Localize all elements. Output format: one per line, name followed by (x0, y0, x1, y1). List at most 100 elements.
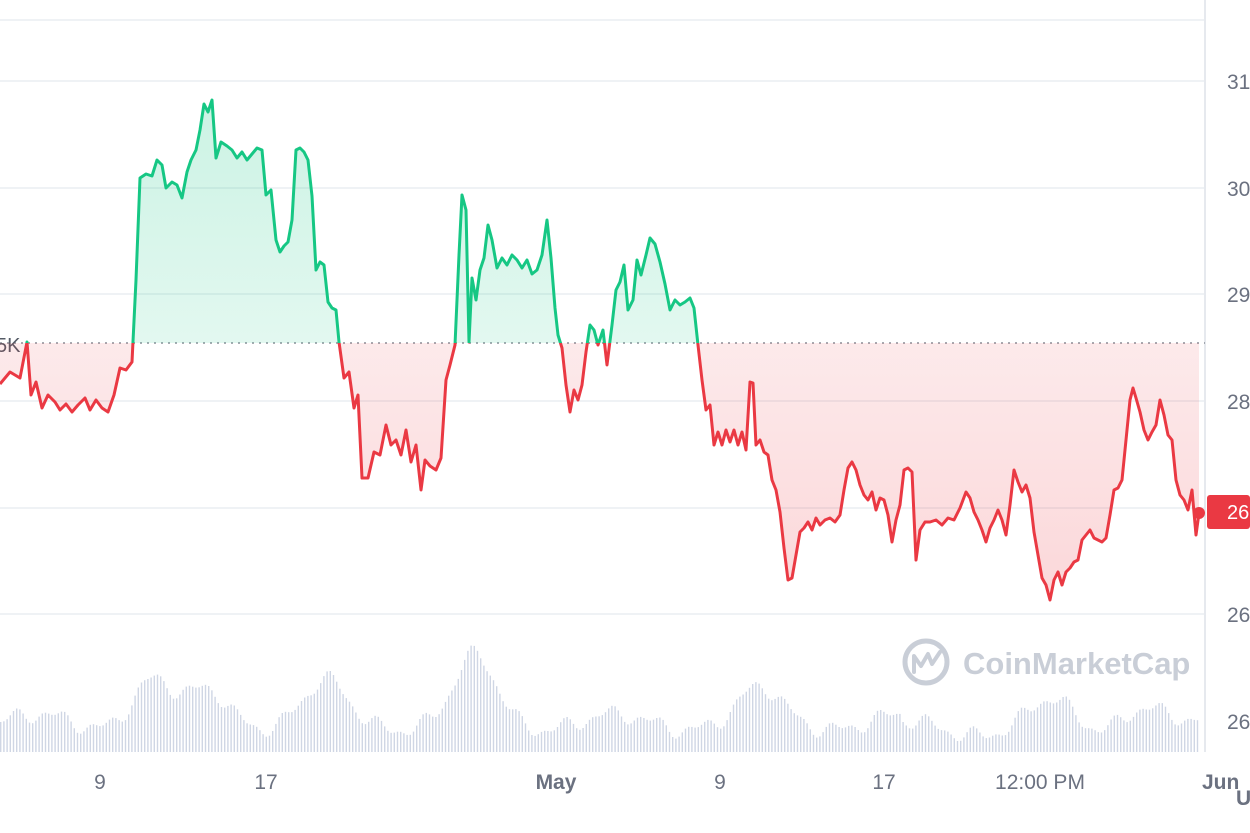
volume-bar (176, 698, 178, 752)
volume-bar (761, 688, 763, 752)
volume-bar (963, 737, 965, 752)
volume-bar (844, 727, 847, 752)
x-tick-label: 17 (872, 771, 895, 794)
volume-bar (764, 694, 767, 752)
x-tick-label: Jun (1202, 771, 1239, 794)
volume-bar (1123, 720, 1125, 752)
volume-bar (1062, 697, 1064, 752)
volume-bar (1196, 720, 1199, 752)
y-tick-label: 31 (1227, 71, 1250, 94)
volume-bar (374, 715, 376, 752)
volume-bar (1024, 707, 1026, 752)
volume-bar (544, 730, 546, 752)
volume-bar (54, 714, 56, 752)
volume-bar (547, 731, 549, 752)
volume-bar (899, 713, 901, 752)
volume-bar (716, 727, 719, 752)
volume-bar (995, 734, 997, 752)
volume-bar (1148, 709, 1151, 752)
volume-bar (294, 709, 296, 752)
volume-bar (691, 726, 693, 752)
volume-bar (860, 732, 863, 752)
volume-bar (947, 731, 949, 752)
volume-bar (236, 709, 239, 752)
volume-bar (697, 727, 699, 752)
volume-bar (268, 735, 271, 752)
volume-bar (521, 716, 523, 752)
volume-bar (396, 731, 399, 752)
volume-bar (953, 738, 955, 752)
volume-bar (131, 705, 133, 752)
volume-bar (848, 725, 850, 752)
volume-bar (19, 709, 21, 752)
volume-bar (1107, 725, 1109, 752)
volume-bar (256, 726, 258, 752)
volume-bar (816, 737, 818, 752)
price-area (0, 100, 1199, 600)
volume-bar (508, 709, 511, 752)
volume-bar (419, 719, 421, 752)
x-tick-label: 9 (714, 771, 726, 794)
volume-bar (182, 689, 184, 752)
price-area-down (0, 343, 1199, 600)
coinmarketcap-logo-icon (902, 638, 950, 686)
volume-bar (390, 732, 392, 752)
volume-bar (758, 683, 760, 752)
volume-bar (1190, 718, 1192, 752)
volume-bar (956, 741, 959, 752)
y-tick-label: 26 (1227, 711, 1250, 734)
volume-bar (832, 722, 834, 752)
volume-bar (1049, 702, 1051, 752)
volume-bar (499, 693, 501, 752)
volume-bar (851, 725, 853, 752)
volume-bar (540, 731, 543, 752)
volume-bar (64, 711, 66, 752)
volume-bar (528, 730, 530, 752)
volume-bar (915, 725, 917, 752)
volume-bar (473, 645, 475, 752)
volume-bar (627, 724, 629, 752)
volume-bar (790, 709, 792, 752)
volume-bar (1097, 732, 1099, 752)
volume-bar (361, 723, 363, 752)
volume-bar (467, 650, 469, 752)
volume-bar (332, 675, 335, 752)
volume-bar (1075, 715, 1077, 752)
volume-bar (880, 710, 882, 752)
volume-bar (457, 678, 459, 752)
volume-bar (649, 720, 651, 752)
volume-bar (668, 731, 671, 752)
volume-bar (1161, 703, 1163, 752)
volume-bar (534, 735, 536, 752)
volume-bar (704, 721, 706, 752)
volume-bar (800, 716, 802, 752)
volume-bar (432, 716, 434, 752)
volume-bar (492, 680, 495, 752)
volume-bar (16, 708, 18, 752)
volume-bar (1171, 719, 1173, 752)
volume-bar (1094, 730, 1096, 752)
volume-bar (531, 735, 533, 752)
volume-bar (284, 711, 287, 752)
volume-bar (35, 720, 37, 752)
volume-bar (1065, 696, 1067, 752)
volume-bar (86, 727, 88, 752)
volume-bar (553, 730, 555, 752)
volume-bar (1174, 724, 1176, 752)
volume-bar (1120, 717, 1122, 752)
volume-bar (1027, 709, 1029, 752)
volume-bar (80, 733, 82, 752)
volume-bar (0, 722, 2, 752)
volume-bar (220, 707, 223, 752)
current-price-badge (1207, 495, 1250, 529)
volume-bar (9, 715, 11, 752)
price-line-down (0, 343, 1201, 602)
volume-bar (912, 728, 914, 752)
volume-bar (774, 698, 776, 752)
volume-bar (310, 695, 312, 752)
volume-bar (262, 734, 264, 752)
volume-bar (707, 719, 709, 752)
volume-bar (246, 723, 248, 752)
volume-bar (3, 721, 5, 752)
volume-bar (1046, 701, 1048, 752)
